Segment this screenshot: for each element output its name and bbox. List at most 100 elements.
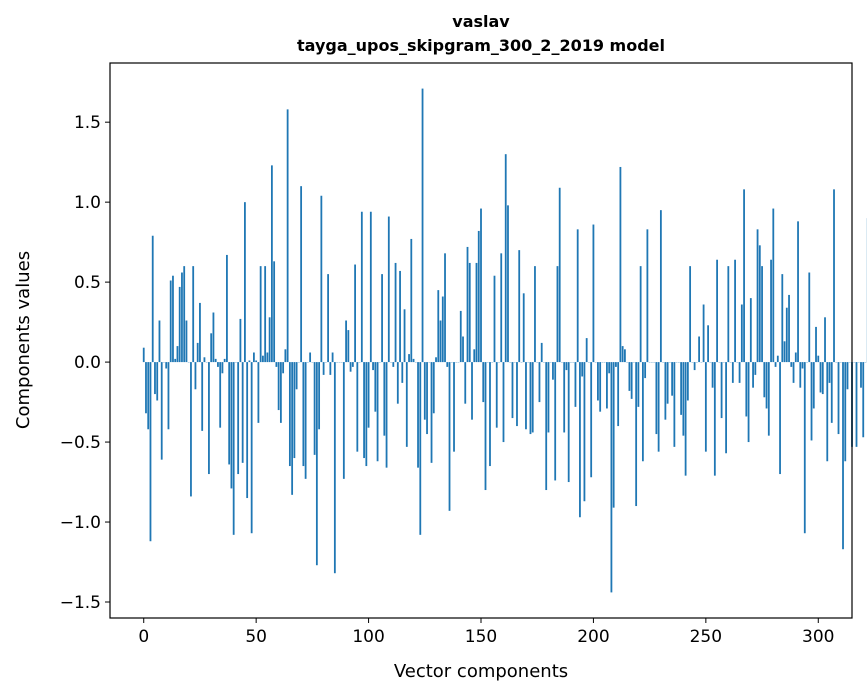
bar-266 bbox=[740, 304, 743, 363]
bar-220 bbox=[637, 362, 640, 407]
bar-250 bbox=[704, 362, 707, 452]
bar-14 bbox=[174, 358, 177, 363]
bar-210 bbox=[615, 362, 617, 367]
bar-132 bbox=[439, 320, 442, 363]
bar-306 bbox=[830, 362, 833, 423]
bar-267 bbox=[743, 189, 745, 363]
bar-173 bbox=[531, 362, 534, 433]
bar-120 bbox=[412, 358, 415, 363]
bar-76 bbox=[313, 362, 316, 455]
bar-95 bbox=[356, 362, 359, 452]
bar-84 bbox=[331, 352, 334, 363]
bar-259 bbox=[725, 362, 727, 454]
bar-228 bbox=[655, 362, 658, 435]
bar-260 bbox=[727, 266, 730, 363]
bar-67 bbox=[293, 362, 296, 459]
bar-115 bbox=[401, 362, 404, 383]
y-tick-label: 0.0 bbox=[74, 353, 101, 373]
bar-183 bbox=[554, 362, 557, 481]
bar-119 bbox=[410, 238, 413, 363]
bar-214 bbox=[624, 349, 626, 363]
bar-10 bbox=[165, 362, 168, 369]
bar-68 bbox=[295, 362, 298, 390]
bar-22 bbox=[192, 266, 195, 363]
bar-151 bbox=[482, 362, 485, 403]
x-tick-label: 50 bbox=[245, 627, 267, 647]
bar-180 bbox=[547, 362, 550, 433]
bar-272 bbox=[754, 362, 757, 375]
bar-6 bbox=[156, 362, 159, 401]
bar-319 bbox=[860, 362, 862, 388]
bar-174 bbox=[534, 266, 536, 363]
bar-1 bbox=[145, 362, 147, 414]
bar-291 bbox=[797, 221, 799, 363]
bar-284 bbox=[781, 274, 784, 363]
bar-182 bbox=[552, 362, 554, 380]
bar-162 bbox=[507, 205, 509, 363]
bar-311 bbox=[842, 362, 844, 550]
y-tick-label: −1.5 bbox=[60, 593, 101, 613]
bar-160 bbox=[502, 362, 505, 443]
bar-56 bbox=[268, 317, 271, 363]
bar-116 bbox=[403, 309, 406, 363]
bar-147 bbox=[473, 349, 476, 363]
bar-296 bbox=[808, 272, 811, 363]
bar-207 bbox=[608, 362, 611, 374]
bar-281 bbox=[774, 362, 777, 367]
bar-97 bbox=[360, 211, 363, 363]
chart-title-line1: vaslav bbox=[452, 12, 510, 31]
bar-29 bbox=[208, 362, 210, 475]
bar-91 bbox=[347, 330, 350, 363]
bar-45 bbox=[244, 202, 246, 363]
bar-177 bbox=[540, 342, 543, 363]
bar-195 bbox=[581, 362, 584, 377]
bar-302 bbox=[821, 362, 824, 395]
bar-164 bbox=[511, 362, 514, 419]
bar-202 bbox=[597, 362, 599, 401]
bar-60 bbox=[277, 362, 280, 411]
bar-278 bbox=[767, 362, 770, 436]
bar-71 bbox=[302, 362, 305, 467]
bar-170 bbox=[525, 362, 527, 430]
bar-118 bbox=[408, 354, 410, 363]
bar-154 bbox=[489, 362, 491, 467]
bar-4 bbox=[151, 235, 154, 363]
bar-222 bbox=[641, 362, 644, 462]
bar-54 bbox=[264, 266, 267, 363]
bar-series bbox=[142, 88, 867, 593]
bar-94 bbox=[354, 264, 356, 363]
bar-283 bbox=[779, 362, 781, 475]
bar-239 bbox=[680, 362, 683, 415]
bar-211 bbox=[617, 362, 620, 427]
bar-18 bbox=[183, 266, 186, 363]
plot-frame bbox=[109, 62, 853, 619]
bar-141 bbox=[459, 310, 462, 363]
bar-26 bbox=[201, 362, 204, 431]
bar-208 bbox=[610, 362, 613, 593]
bar-157 bbox=[495, 362, 498, 428]
bar-104 bbox=[376, 362, 379, 462]
bar-129 bbox=[432, 362, 435, 414]
bar-138 bbox=[453, 362, 455, 452]
bar-57 bbox=[270, 165, 273, 363]
bar-13 bbox=[172, 275, 174, 363]
bar-77 bbox=[315, 362, 318, 566]
bar-251 bbox=[707, 325, 709, 363]
bar-72 bbox=[304, 362, 307, 479]
bar-31 bbox=[212, 312, 215, 363]
bar-80 bbox=[322, 362, 325, 375]
bar-303 bbox=[824, 317, 826, 363]
bar-16 bbox=[178, 286, 181, 363]
bar-135 bbox=[446, 362, 449, 367]
bar-294 bbox=[803, 362, 806, 534]
bar-17 bbox=[181, 272, 183, 363]
bar-320 bbox=[862, 362, 865, 438]
bar-70 bbox=[300, 186, 303, 363]
bar-100 bbox=[367, 362, 370, 428]
bar-236 bbox=[673, 362, 676, 447]
bar-233 bbox=[666, 362, 669, 404]
bar-223 bbox=[644, 362, 647, 379]
bar-0 bbox=[142, 347, 145, 363]
bar-203 bbox=[599, 362, 602, 412]
bar-126 bbox=[426, 362, 428, 435]
